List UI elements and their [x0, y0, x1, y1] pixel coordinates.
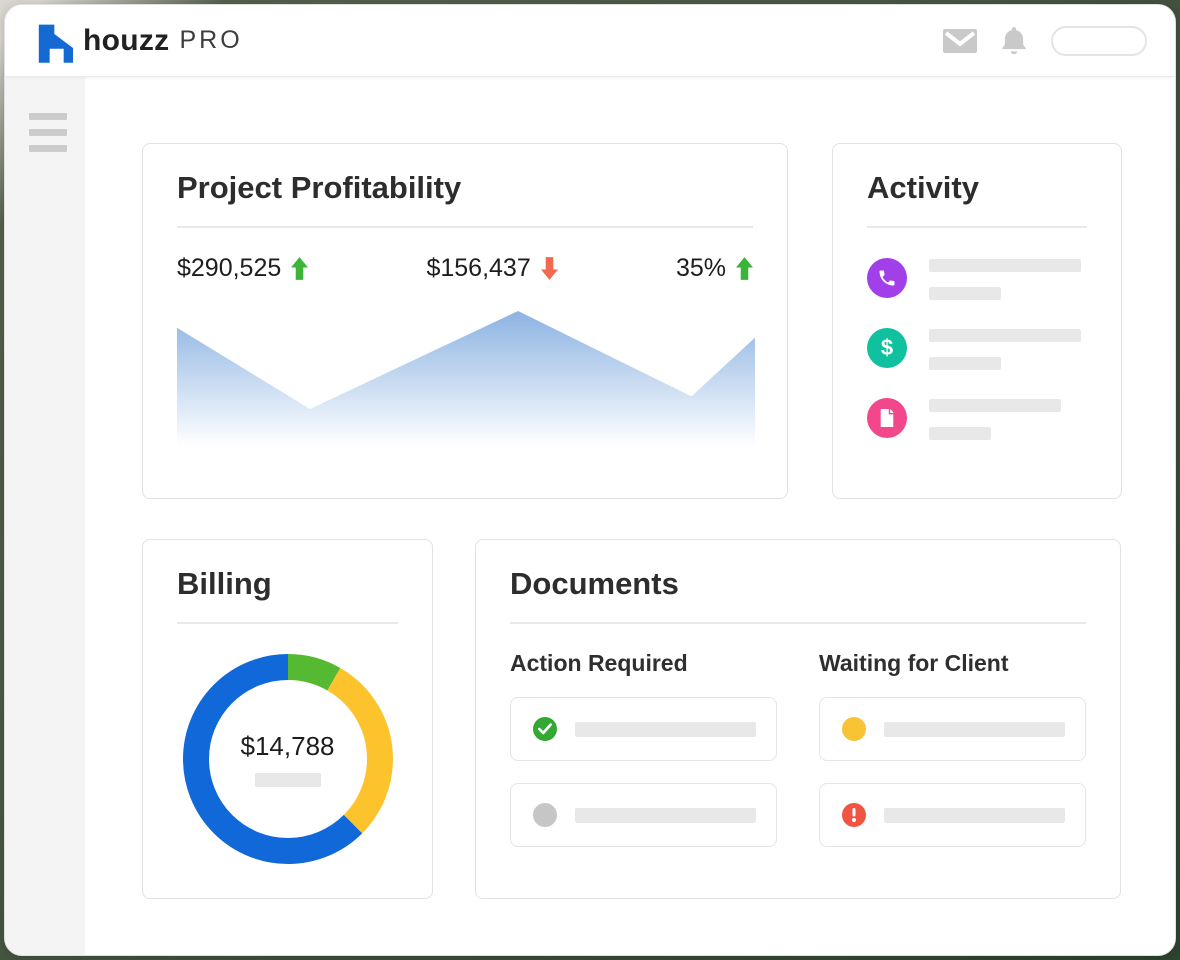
- mail-icon[interactable]: [943, 28, 977, 53]
- activity-item-call: [867, 258, 1087, 300]
- stat-revenue: $290,525: [177, 254, 309, 283]
- menu-bar: [29, 129, 67, 136]
- profit-area-chart: [177, 311, 755, 451]
- placeholder-bar: [254, 773, 321, 787]
- topbar: houzz PRO: [5, 5, 1175, 77]
- divider: [867, 226, 1087, 228]
- placeholder-bar: [884, 807, 1065, 823]
- stat-value: 35%: [675, 254, 726, 282]
- circle-icon: [842, 717, 866, 741]
- trend-up-icon: [291, 257, 309, 280]
- project-profitability-card: Project Profitability $290,525 $156,437: [142, 143, 788, 499]
- brand-logo[interactable]: houzz PRO: [31, 18, 243, 64]
- stat-value: $156,437: [426, 254, 531, 282]
- brand-name: houzz: [83, 23, 170, 57]
- dollar-icon: $: [867, 328, 907, 368]
- billing-donut-chart: $14,788: [182, 654, 393, 864]
- card-title: Activity: [867, 170, 979, 205]
- billing-total: $14,788: [240, 731, 335, 761]
- documents-card: Documents Action Required: [475, 539, 1121, 899]
- document-icon: [867, 398, 907, 438]
- donut-center: $14,788: [183, 654, 393, 864]
- account-pill[interactable]: [1051, 25, 1147, 56]
- profitability-stats: $290,525 $156,437 35%: [177, 254, 753, 283]
- placeholder-bar: [929, 287, 1001, 300]
- phone-icon: [867, 258, 907, 298]
- menu-bar: [29, 145, 67, 152]
- column-header: Action Required: [510, 650, 688, 676]
- placeholder-bar: [929, 259, 1081, 272]
- document-row[interactable]: [510, 697, 777, 761]
- document-row[interactable]: [819, 783, 1086, 847]
- activity-card: Activity $: [832, 143, 1122, 499]
- placeholder-bar: [884, 721, 1065, 737]
- documents-columns: Action Required Waitin: [510, 650, 1086, 869]
- activity-placeholder-lines: [929, 328, 1081, 370]
- divider: [510, 622, 1086, 624]
- dollar-glyph: $: [880, 335, 894, 360]
- circle-icon: [533, 803, 557, 827]
- column-waiting-for-client: Waiting for Client: [819, 650, 1086, 869]
- app-body: Project Profitability $290,525 $156,437: [5, 77, 1175, 955]
- placeholder-bar: [929, 399, 1061, 412]
- stat-cost: $156,437: [426, 254, 558, 283]
- sidebar: [5, 77, 85, 955]
- placeholder-bar: [929, 329, 1081, 342]
- exclamation-icon: [842, 803, 866, 827]
- stat-value: $290,525: [177, 254, 282, 282]
- menu-bar: [29, 113, 67, 120]
- activity-placeholder-lines: [929, 398, 1061, 440]
- houzz-logo-icon: [31, 18, 73, 64]
- activity-placeholder-lines: [929, 258, 1081, 300]
- activity-item-payment: $: [867, 328, 1087, 370]
- trend-up-icon: [735, 257, 753, 280]
- main-content: Project Profitability $290,525 $156,437: [85, 77, 1175, 955]
- billing-card: Billing $14,788: [142, 539, 433, 899]
- placeholder-bar: [575, 721, 756, 737]
- app-window: houzz PRO: [4, 4, 1176, 956]
- card-title: Billing: [177, 566, 272, 601]
- placeholder-bar: [929, 427, 991, 440]
- placeholder-bar: [929, 357, 1001, 370]
- brand-suffix: PRO: [179, 26, 243, 54]
- topbar-actions: [943, 25, 1147, 56]
- placeholder-bar: [575, 807, 756, 823]
- document-row[interactable]: [819, 697, 1086, 761]
- document-row[interactable]: [510, 783, 777, 847]
- card-title: Project Profitability: [177, 170, 462, 205]
- profit-area-shape: [177, 311, 755, 451]
- column-header: Waiting for Client: [819, 650, 1009, 676]
- card-title: Documents: [510, 566, 679, 601]
- menu-icon[interactable]: [29, 113, 67, 152]
- divider: [177, 226, 753, 228]
- trend-down-icon: [540, 257, 558, 280]
- divider: [177, 622, 398, 624]
- check-icon: [533, 717, 557, 741]
- notifications-icon[interactable]: [999, 26, 1029, 56]
- stat-margin: 35%: [676, 254, 753, 283]
- activity-list: $: [867, 258, 1087, 440]
- activity-item-document: [867, 398, 1087, 440]
- column-action-required: Action Required: [510, 650, 777, 869]
